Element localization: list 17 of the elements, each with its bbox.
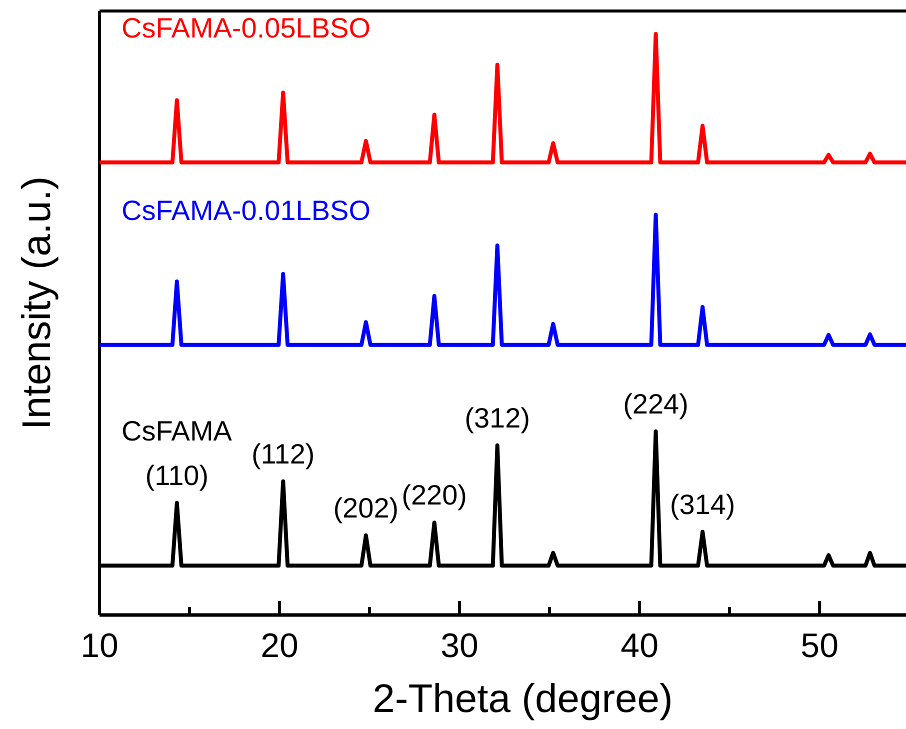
x-tick-label: 20 xyxy=(260,627,298,666)
annotation: (202) xyxy=(333,492,399,524)
x-axis-title: 2-Theta (degree) xyxy=(372,677,673,721)
annotation: (314) xyxy=(670,488,736,520)
annotation: (224) xyxy=(623,388,688,420)
annotation: (312) xyxy=(464,402,530,434)
text: CsFAMA-0.05LBSO xyxy=(122,12,370,44)
text: CsFAMA xyxy=(122,416,232,447)
annotation: (220) xyxy=(402,480,468,511)
x-tick-label: 40 xyxy=(620,627,658,666)
y-axis-title: Intensity (a.u.) xyxy=(15,176,59,430)
x-tick-label: 10 xyxy=(80,627,118,666)
x-tick-label: 50 xyxy=(800,627,839,666)
x-tick-label: 30 xyxy=(440,627,478,666)
annotation: (112) xyxy=(251,438,315,470)
annotation: (110) xyxy=(145,460,209,491)
text: CsFAMA-0.01LBSO xyxy=(122,194,370,226)
